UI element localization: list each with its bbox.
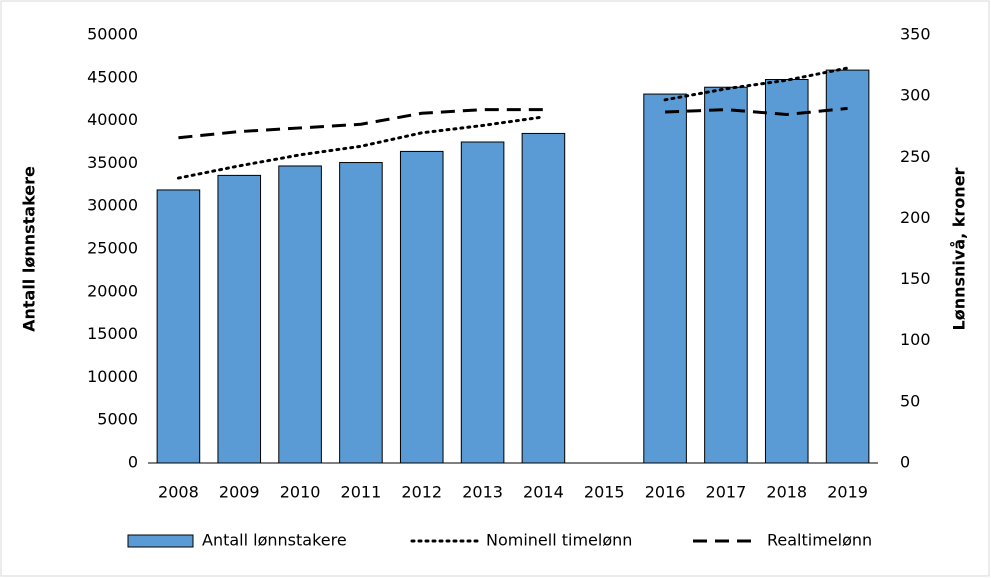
- x-tick-label: 2010: [280, 483, 321, 502]
- x-tick-label: 2014: [523, 483, 564, 502]
- x-tick-label: 2013: [462, 483, 503, 502]
- y2-tick-label: 300: [900, 86, 931, 105]
- y2-tick-label: 150: [900, 269, 931, 288]
- y2-axis-title: Lønnsnivå, kroner: [950, 167, 969, 330]
- bar: [825, 69, 870, 464]
- legend-label: Nominell timelønn: [486, 531, 632, 550]
- y2-tick-label: 350: [900, 25, 931, 44]
- x-tick-label: 2009: [219, 483, 260, 502]
- bar: [704, 86, 748, 464]
- y2-tick-label: 0: [900, 453, 910, 472]
- legend-label: Antall lønnstakere: [202, 531, 347, 550]
- y-tick-label: 10000: [87, 367, 138, 386]
- x-tick-label: 2017: [706, 483, 747, 502]
- x-tick-label: 2015: [584, 483, 625, 502]
- bar: [643, 93, 687, 464]
- y-tick-label: 30000: [87, 196, 138, 215]
- y-tick-label: 25000: [87, 239, 138, 258]
- y2-tick-label: 200: [900, 208, 931, 227]
- bar: [521, 132, 566, 464]
- y-axis-title: Antall lønnstakere: [20, 166, 39, 332]
- line: [176, 66, 850, 180]
- y-tick-label: 50000: [87, 25, 138, 44]
- bar: [764, 79, 809, 464]
- y-tick-label: 5000: [97, 410, 138, 429]
- x-tick-label: 2019: [827, 483, 868, 502]
- y2-tick-label: 250: [900, 147, 931, 166]
- y-tick-label: 45000: [87, 67, 138, 86]
- y-tick-label: 20000: [87, 281, 138, 300]
- legend-label: Realtimelønn: [767, 531, 872, 550]
- y2-tick-label: 50: [900, 391, 920, 410]
- bar: [339, 162, 383, 464]
- x-tick-label: 2012: [401, 483, 442, 502]
- legend-swatch: [127, 534, 194, 548]
- y2-tick-label: 100: [900, 330, 931, 349]
- bar: [217, 174, 262, 464]
- y-tick-label: 0: [128, 453, 138, 472]
- y-tick-label: 15000: [87, 324, 138, 343]
- x-tick-label: 2016: [645, 483, 686, 502]
- bar: [460, 141, 505, 464]
- y-tick-label: 35000: [87, 153, 138, 172]
- bar: [278, 165, 322, 464]
- y-tick-label: 40000: [87, 110, 138, 129]
- x-tick-label: 2018: [766, 483, 807, 502]
- x-tick-label: 2011: [341, 483, 382, 502]
- bar: [156, 189, 201, 464]
- bar: [399, 150, 444, 464]
- line: [178, 106, 848, 140]
- x-tick-label: 2008: [158, 483, 199, 502]
